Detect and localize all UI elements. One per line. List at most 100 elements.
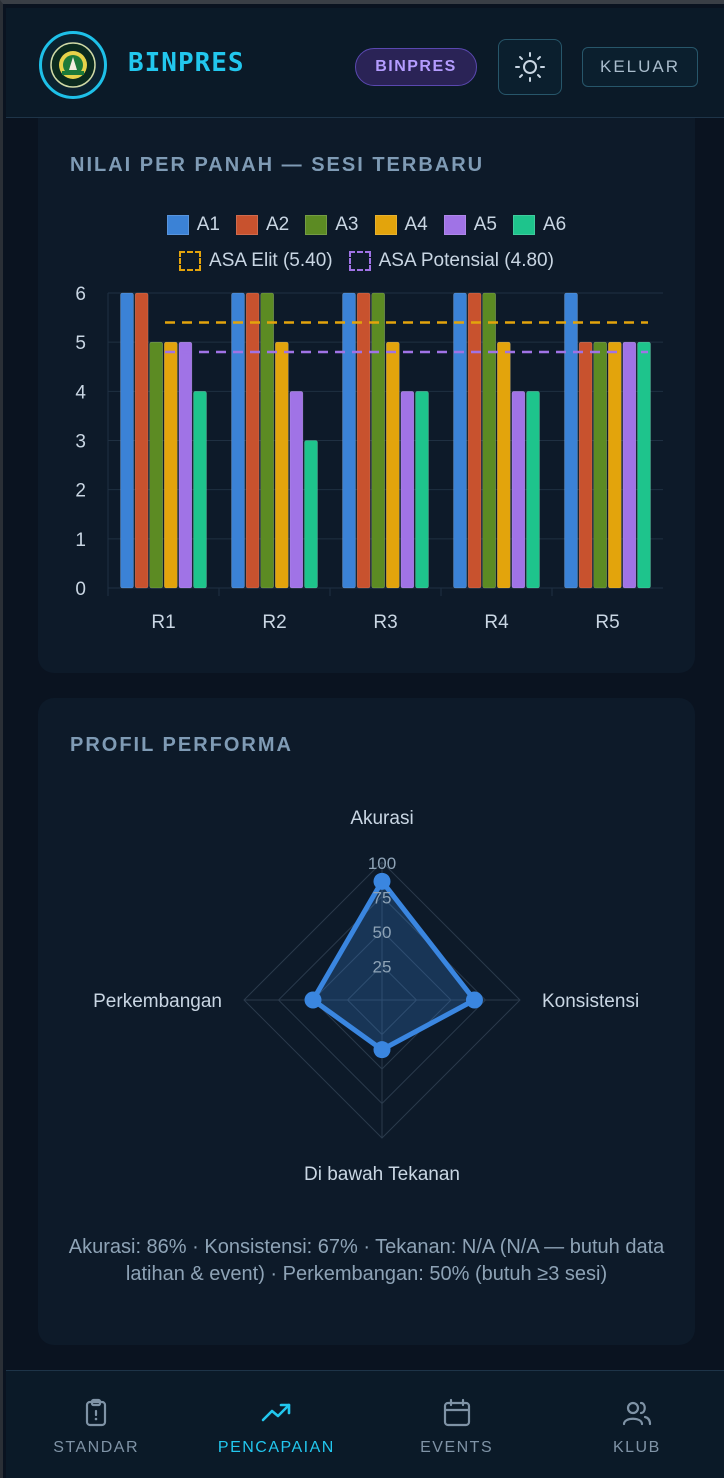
reference-legend: ASA Elit (5.40) ASA Potensial (4.80) (38, 250, 695, 272)
theme-toggle-button[interactable] (498, 39, 562, 95)
legend-swatch (236, 215, 258, 235)
bar-r1-a5 (178, 341, 193, 589)
club-logo (39, 31, 107, 99)
logout-button[interactable]: KELUAR (582, 47, 698, 87)
bar-r5-a1 (564, 292, 578, 589)
legend-label: A4 (404, 214, 428, 235)
nav-label: STANDAR (53, 1438, 139, 1456)
x-tick-label: R2 (262, 612, 286, 633)
x-tick-label: R4 (484, 612, 509, 633)
arrow-score-card: NILAI PER PANAH — SESI TERBARU A1 A2 A3 A4 A… (38, 118, 695, 673)
club-emblem-icon (50, 42, 96, 88)
legend-item-a1[interactable]: A1 (166, 214, 220, 236)
radar-axis-label: Perkembangan (93, 991, 222, 1012)
radar-axis-label: Di bawah Tekanan (304, 1164, 460, 1185)
bar-r4-a5 (511, 391, 526, 589)
clipboard-icon (86, 1398, 107, 1426)
bar-r5-a5 (622, 341, 637, 589)
legend-dash-swatch (348, 251, 371, 271)
bottom-navigation: STANDAR PENCAPAIAN EVENTS KLUB (6, 1370, 724, 1478)
legend-label: A6 (543, 214, 567, 235)
bar-r4-a1 (453, 292, 467, 589)
legend-item-reference[interactable]: ASA Elit (5.40) (179, 250, 333, 272)
y-tick-label: 2 (75, 481, 86, 502)
bar-r3-a5 (400, 391, 415, 589)
legend-swatch (166, 215, 189, 235)
radar-tick-label: 50 (373, 923, 392, 942)
y-tick-label: 3 (75, 432, 86, 453)
y-tick-label: 4 (75, 382, 86, 403)
legend-item-a2[interactable]: A2 (236, 214, 289, 236)
performance-profile-title: PROFIL PERFORMA (70, 734, 293, 756)
legend-label: ASA Elit (5.40) (209, 250, 333, 271)
arrow-score-chart: 0 1 2 3 4 5 6 R1 R2 R3 R4 R5 (75, 284, 663, 633)
x-tick-label: R1 (151, 612, 175, 633)
nav-item-pencapaian[interactable]: PENCAPAIAN (186, 1371, 366, 1478)
radar-point (373, 1041, 391, 1059)
calendar-icon (443, 1398, 470, 1426)
bar-r3-a6 (415, 391, 429, 589)
sun-icon (515, 52, 545, 82)
bar-r3-a1 (342, 292, 356, 589)
radar-point (373, 872, 391, 890)
bar-r1-a6 (193, 391, 207, 589)
radar-point (465, 991, 483, 1009)
legend-item-a6[interactable]: A6 (513, 214, 566, 236)
x-tick-label: R3 (373, 612, 397, 633)
bar-r1-a1 (120, 292, 134, 589)
bar-r4-a2 (467, 292, 482, 589)
legend-swatch (305, 215, 328, 235)
bar-r4-a3 (482, 292, 497, 589)
y-tick-label: 5 (75, 333, 86, 354)
performance-radar-chart: 25 50 75 100 Akurasi Konsistensi Di bawah Teka… (93, 808, 639, 1185)
nav-item-klub[interactable]: KLUB (547, 1371, 724, 1478)
nav-label: KLUB (612, 1438, 661, 1456)
bar-r5-a6 (637, 341, 651, 589)
legend-dash-swatch (179, 251, 202, 271)
app-brand: BINPRES (128, 48, 245, 78)
legend-item-a4[interactable]: A4 (374, 214, 428, 236)
arrow-score-title: NILAI PER PANAH — SESI TERBARU (70, 154, 485, 176)
nav-item-standar[interactable]: STANDAR (6, 1371, 186, 1478)
bar-r5-a4 (607, 341, 622, 589)
bar-r5-a2 (578, 341, 593, 589)
legend-label: A1 (196, 214, 220, 235)
bar-r1-a4 (164, 341, 178, 589)
radar-axis-label: Akurasi (350, 808, 413, 829)
y-tick-label: 0 (75, 579, 86, 600)
trending-up-icon (262, 1403, 291, 1421)
legend-swatch (513, 215, 535, 235)
bar-r1-a3 (149, 341, 163, 589)
legend-label: A3 (335, 214, 359, 235)
bar-r2-a4 (275, 341, 289, 589)
legend-swatch (374, 215, 397, 235)
legend-label: A5 (473, 214, 497, 235)
legend-item-a3[interactable]: A3 (305, 214, 359, 236)
bar-r3-a4 (385, 341, 400, 589)
y-tick-label: 6 (75, 284, 86, 305)
bar-r2-a1 (231, 292, 245, 589)
bar-r2-a3 (260, 292, 274, 589)
nav-item-events[interactable]: EVENTS (367, 1371, 547, 1478)
bar-r2-a5 (289, 391, 304, 589)
x-tick-label: R5 (595, 612, 619, 633)
legend-item-reference[interactable]: ASA Potensial (4.80) (348, 250, 554, 272)
radar-tick-label: 100 (368, 854, 396, 873)
role-badge[interactable]: BINPRES (355, 48, 477, 86)
bar-r4-a6 (526, 391, 540, 589)
radar-axis-label: Konsistensi (542, 991, 639, 1012)
y-tick-label: 1 (75, 530, 86, 551)
legend-item-a5[interactable]: A5 (443, 214, 497, 236)
nav-label: PENCAPAIAN (217, 1438, 335, 1456)
bar-r2-a6 (304, 440, 318, 589)
radar-point (304, 991, 322, 1009)
radar-tick-label: 75 (373, 889, 392, 908)
bar-r3-a3 (371, 292, 386, 589)
performance-summary: Akurasi: 86% · Konsistensi: 67% · Tekana… (68, 1236, 665, 1285)
users-icon (622, 1401, 651, 1425)
series-legend: A1 A2 A3 A4 A5 A6 (38, 214, 695, 236)
performance-profile-card: PROFIL PERFORMA 25 50 75 100 Akurasi Konsiste… (38, 698, 695, 1345)
legend-label: A2 (266, 214, 290, 235)
app-header: BINPRES BINPRES KELUAR (6, 8, 724, 118)
